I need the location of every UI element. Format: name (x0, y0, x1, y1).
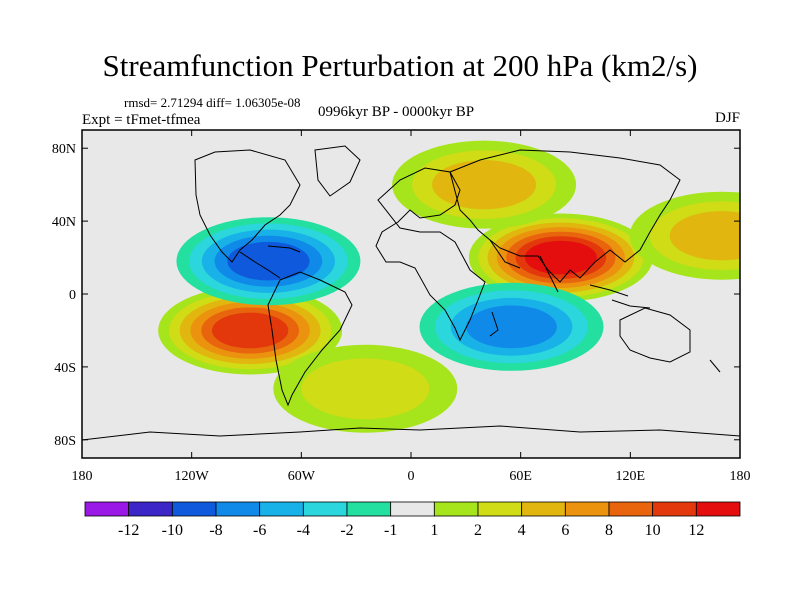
lon-tick-label: 60W (288, 469, 316, 484)
lat-tick-label: 80S (54, 434, 76, 449)
colorbar-swatch (564, 501, 610, 517)
colorbar-swatch (84, 501, 130, 517)
colorbar-swatch (477, 501, 523, 517)
lon-tick-label: 180 (72, 469, 93, 484)
colorbar-swatch (433, 501, 479, 517)
colorbar-swatch (608, 501, 654, 517)
coastlines (82, 145, 740, 441)
lon-tick-label: 120E (616, 469, 646, 484)
colorbar-label: 6 (561, 522, 569, 539)
colorbar-swatch (128, 501, 173, 517)
colorbar-label: -1 (384, 522, 397, 539)
colorbar-swatch (652, 501, 697, 517)
lon-tick-label: 180 (730, 469, 751, 484)
asian-monsoon-high-contour (524, 240, 597, 275)
experiment-label: Expt = tFmet-tfmea (82, 112, 201, 128)
lat-tick-label: 40S (54, 361, 76, 376)
map-area (82, 130, 740, 458)
south-america-high-contour (212, 312, 289, 349)
lon-tick-label: 0 (408, 469, 415, 484)
colorbar-swatch (695, 501, 741, 517)
season-label: DJF (714, 110, 740, 126)
axis-ticks: 180 120W 60W 0 60E 120E 180 80N 40N 0 40S 80S (52, 130, 751, 484)
colorbar-label: -6 (253, 522, 266, 539)
colorbar-swatch (302, 501, 348, 517)
lon-tick-label: 60E (509, 469, 532, 484)
lat-tick-label: 40N (52, 215, 76, 230)
pacific-high-contour (669, 211, 740, 261)
colorbar-label: 10 (645, 522, 661, 539)
lat-tick-label: 80N (52, 142, 76, 157)
colorbar-label: 12 (688, 522, 704, 539)
caribbean-low-contour (227, 241, 310, 281)
period-label: 0996kyr BP - 0000kyr BP (318, 104, 475, 120)
colorbar-swatch (259, 501, 304, 517)
colorbar-swatch (215, 501, 261, 517)
colorbar-label: -8 (209, 522, 222, 539)
lon-tick-label: 120W (175, 469, 210, 484)
eurasia-high-contour (432, 160, 537, 210)
colorbar-swatch (171, 501, 217, 517)
colorbar-label: 8 (605, 522, 613, 539)
chart-title: Streamfunction Perturbation at 200 hPa (… (102, 48, 698, 83)
colorbar-label: 2 (474, 522, 482, 539)
colorbar-label: -4 (297, 522, 310, 539)
colorbar-label: -10 (162, 522, 183, 539)
lat-tick-label: 0 (69, 288, 76, 303)
colorbar-swatch (390, 501, 435, 517)
stats-text: rmsd= 2.71294 diff= 1.06305e-08 (124, 95, 301, 110)
colorbar: -12 -10 -8 -6 -4 -2 -1 1 2 4 6 8 10 12 (84, 501, 741, 539)
colorbar-label: 1 (430, 522, 438, 539)
contour-fields (158, 140, 740, 433)
colorbar-label: -12 (118, 522, 139, 539)
colorbar-label: -2 (340, 522, 353, 539)
colorbar-swatch (521, 501, 566, 517)
colorbar-label: 4 (518, 522, 526, 539)
south-atlantic-high-contour (301, 358, 430, 420)
indian-ocean-low-contour (466, 305, 557, 349)
colorbar-swatch (346, 501, 392, 517)
